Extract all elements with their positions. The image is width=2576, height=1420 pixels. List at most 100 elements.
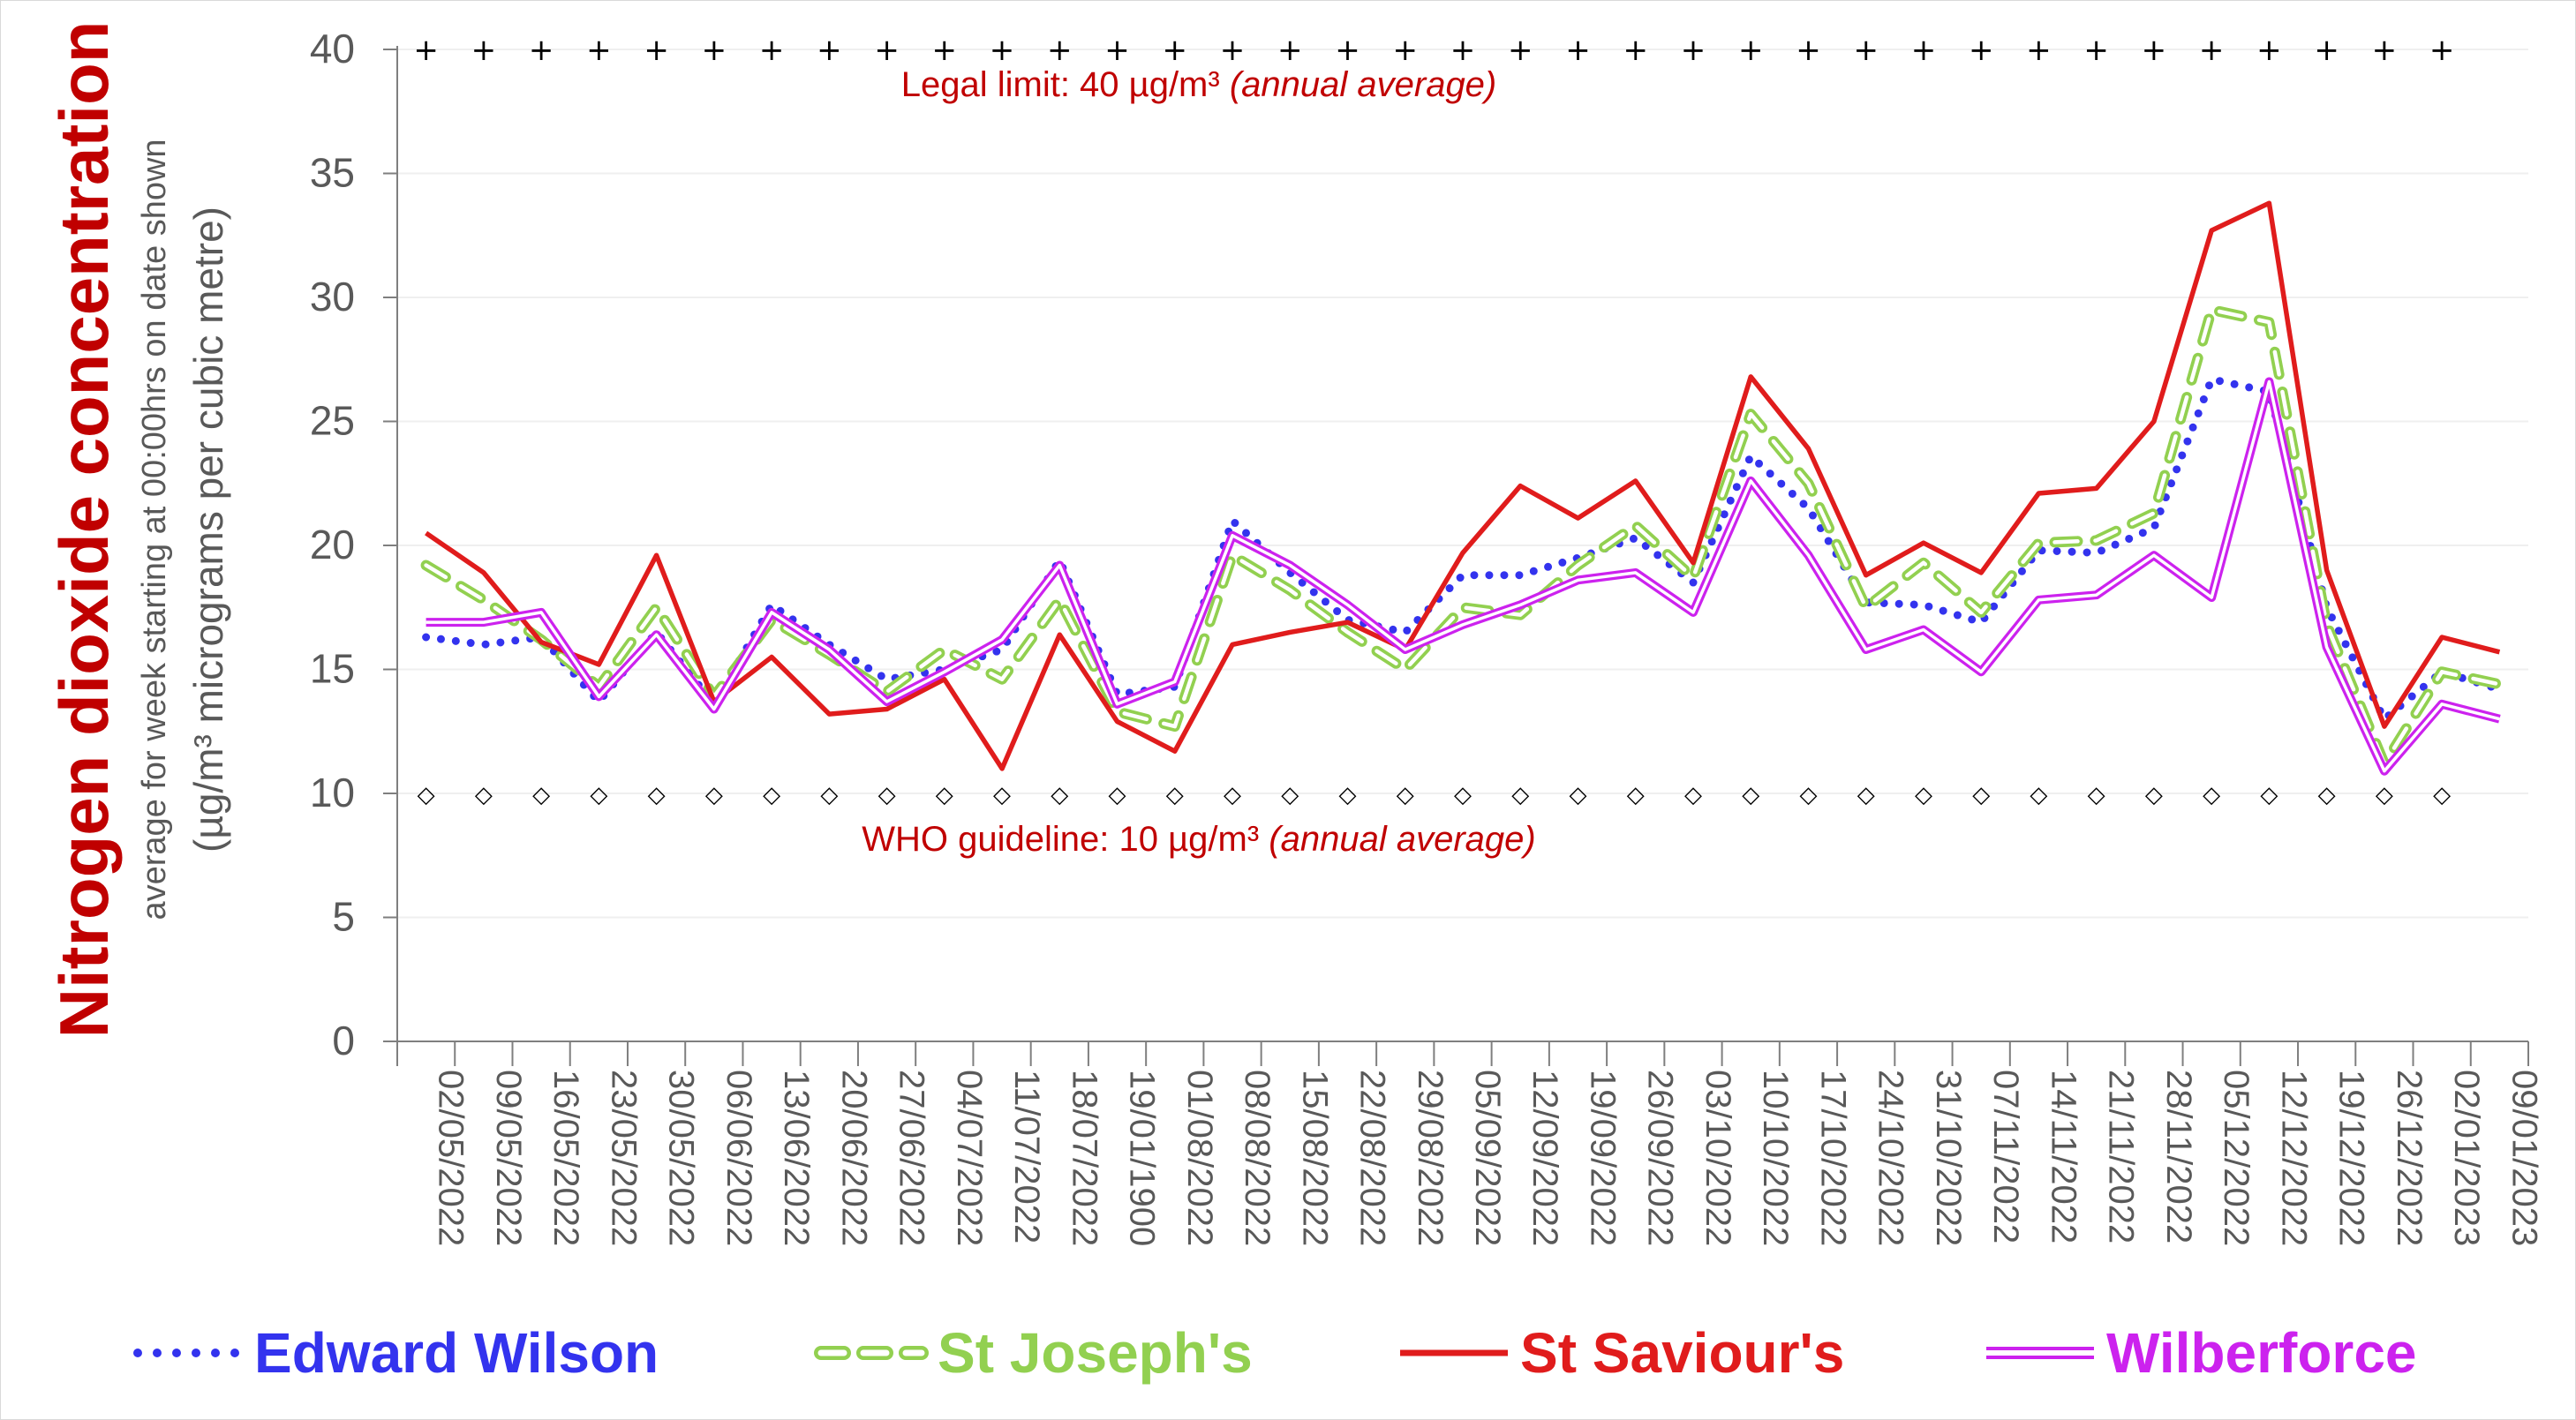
legend-swatch-double — [1986, 1347, 2094, 1359]
y-tick-label: 15 — [310, 646, 355, 692]
series-line — [422, 375, 2504, 724]
reference-markers: + + + + + + + + + + + + + + + + + + + + + + + + + + + + + + + + + + + + ◇ ◇ ◇ ◇… — [413, 33, 2454, 808]
y-tick-label: 30 — [310, 274, 355, 319]
x-tick-label: 24/10/2022 — [1872, 1070, 1910, 1246]
x-tick-label: 30/05/2022 — [662, 1070, 701, 1246]
series-line-inner — [426, 379, 2500, 773]
reference-marker: + — [1277, 33, 1303, 68]
legend-swatch-dotted — [133, 1349, 243, 1357]
x-tick-label: 19/12/2022 — [2332, 1070, 2371, 1246]
reference-marker: ◇ — [2088, 782, 2105, 808]
reference-marker: ◇ — [820, 782, 838, 808]
reference-marker: + — [1450, 33, 1476, 68]
y-axis-ticks: 0 5 10 15 20 25 30 35 40 — [310, 26, 397, 1063]
reference-marker: ◇ — [1627, 782, 1645, 808]
series-lines — [420, 200, 2505, 776]
x-tick-label: 01/08/2022 — [1180, 1070, 1219, 1246]
y-tick-label: 0 — [332, 1018, 355, 1063]
x-tick-label: 27/06/2022 — [893, 1070, 931, 1246]
reference-marker: ◇ — [993, 782, 1011, 808]
reference-marker: + — [2142, 33, 2167, 68]
reference-marker: + — [1047, 33, 1073, 68]
reference-marker: + — [1681, 33, 1706, 68]
series-wilberforce — [426, 377, 2501, 776]
x-tick-label: 03/10/2022 — [1699, 1070, 1737, 1246]
reference-marker: + — [1565, 33, 1591, 68]
reference-marker: + — [1911, 33, 1937, 68]
x-tick-label: 22/08/2022 — [1353, 1070, 1392, 1246]
x-tick-label: 21/11/2022 — [2102, 1070, 2141, 1243]
reference-marker: ◇ — [2145, 782, 2163, 808]
reference-marker: ◇ — [1742, 782, 1759, 808]
x-tick-label: 12/12/2022 — [2274, 1070, 2313, 1246]
reference-marker: + — [2026, 33, 2052, 68]
legend-item-st-josephs: St Joseph's — [814, 1313, 1253, 1393]
reference-marker: + — [932, 33, 958, 68]
reference-marker: ◇ — [1224, 782, 1241, 808]
annotation-who-guideline: WHO guideline: 10 µg/m³ (annual average) — [862, 820, 1535, 859]
reference-marker: ◇ — [1915, 782, 1932, 808]
reference-marker: ◇ — [2260, 782, 2278, 808]
reference-marker: + — [1508, 33, 1533, 68]
x-tick-label: 29/08/2022 — [1411, 1070, 1450, 1246]
reference-marker: + — [1969, 33, 1994, 68]
reference-marker: ◇ — [2030, 782, 2047, 808]
x-tick-label: 02/05/2022 — [432, 1070, 471, 1246]
reference-marker: + — [413, 33, 439, 68]
reference-marker: ◇ — [936, 782, 953, 808]
y-tick-label: 5 — [332, 894, 355, 940]
reference-marker: + — [1796, 33, 1821, 68]
reference-marker: ◇ — [475, 782, 493, 808]
x-tick-label: 14/11/2022 — [2044, 1070, 2083, 1243]
reference-marker: ◇ — [1397, 782, 1414, 808]
x-tick-label: 20/06/2022 — [834, 1070, 873, 1246]
reference-marker: + — [2372, 33, 2398, 68]
reference-marker: ◇ — [1051, 782, 1068, 808]
x-tick-label: 07/11/2022 — [1986, 1070, 2025, 1243]
reference-marker: + — [1163, 33, 1188, 68]
reference-marker: + — [1104, 33, 1130, 68]
x-tick-label: 23/05/2022 — [604, 1070, 643, 1246]
legend-label: Wilberforce — [2106, 1321, 2417, 1385]
x-tick-label: 08/08/2022 — [1238, 1070, 1277, 1246]
reference-marker: + — [2256, 33, 2282, 68]
reference-marker: + — [2314, 33, 2339, 68]
series-st-joseph-s — [420, 304, 2505, 770]
reference-marker: ◇ — [1109, 782, 1126, 808]
reference-marker: + — [471, 33, 497, 68]
x-tick-label: 05/12/2022 — [2217, 1070, 2256, 1246]
reference-marker: ◇ — [705, 782, 723, 808]
x-tick-label: 26/12/2022 — [2390, 1070, 2429, 1246]
series-line — [425, 200, 2501, 771]
x-tick-label: 31/10/2022 — [1929, 1070, 1968, 1246]
y-tick-label: 40 — [310, 26, 355, 71]
chart-title: Nitrogen dioxide concentration — [45, 21, 123, 1039]
reference-marker: + — [702, 33, 727, 68]
reference-marker: + — [990, 33, 1015, 68]
series-st-saviour-s — [425, 200, 2501, 771]
reference-marker: ◇ — [590, 782, 607, 808]
reference-marker: ◇ — [418, 782, 435, 808]
reference-marker: + — [2199, 33, 2225, 68]
reference-marker: ◇ — [1569, 782, 1586, 808]
x-tick-label: 13/06/2022 — [777, 1070, 816, 1246]
reference-marker: + — [2083, 33, 2109, 68]
x-tick-label: 11/07/2022 — [1007, 1070, 1046, 1243]
x-tick-label: 05/09/2022 — [1468, 1070, 1507, 1246]
reference-marker: ◇ — [648, 782, 666, 808]
y-tick-label: 35 — [310, 150, 355, 196]
reference-marker: + — [1220, 33, 1246, 68]
reference-marker: ◇ — [2318, 782, 2336, 808]
reference-marker: ◇ — [2376, 782, 2393, 808]
x-tick-label: 26/09/2022 — [1641, 1070, 1680, 1246]
legend-label: St Joseph's — [938, 1321, 1253, 1385]
y-tick-label: 20 — [310, 522, 355, 567]
y-tick-label: 25 — [310, 398, 355, 444]
reference-marker: ◇ — [1857, 782, 1875, 808]
reference-marker: ◇ — [1799, 782, 1817, 808]
x-axis-labels: 02/05/2022 09/05/2022 16/05/2022 23/05/2022… — [396, 1041, 2543, 1246]
reference-marker: + — [1853, 33, 1879, 68]
series-line — [420, 304, 2505, 770]
reference-marker: ◇ — [1454, 782, 1472, 808]
x-tick-label: 19/01/1900 — [1123, 1070, 1162, 1246]
